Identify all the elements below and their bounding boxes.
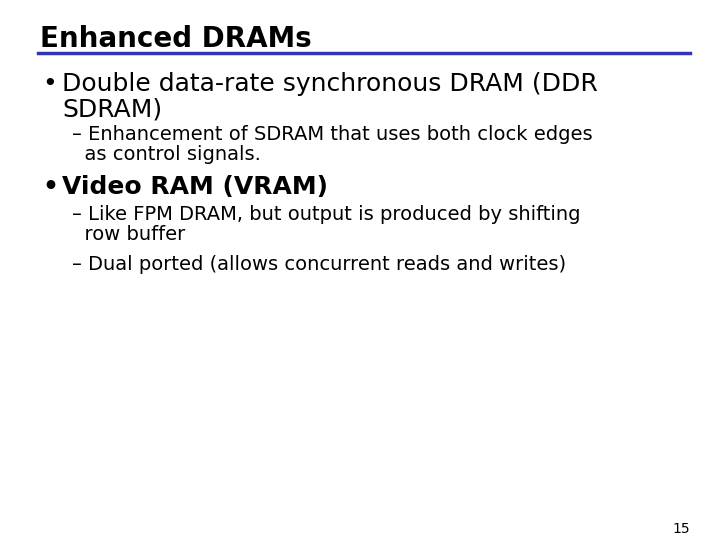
Text: •: •	[42, 72, 57, 96]
Text: – Dual ported (allows concurrent reads and writes): – Dual ported (allows concurrent reads a…	[72, 255, 566, 274]
Text: – Like FPM DRAM, but output is produced by shifting: – Like FPM DRAM, but output is produced …	[72, 205, 580, 224]
Text: •: •	[42, 175, 58, 199]
Text: as control signals.: as control signals.	[72, 145, 261, 164]
Text: – Enhancement of SDRAM that uses both clock edges: – Enhancement of SDRAM that uses both cl…	[72, 125, 593, 144]
Text: 15: 15	[672, 522, 690, 536]
Text: SDRAM): SDRAM)	[62, 97, 162, 121]
Text: Double data-rate synchronous DRAM (DDR: Double data-rate synchronous DRAM (DDR	[62, 72, 598, 96]
Text: Enhanced DRAMs: Enhanced DRAMs	[40, 25, 312, 53]
Text: Video RAM (VRAM): Video RAM (VRAM)	[62, 175, 328, 199]
Text: row buffer: row buffer	[72, 225, 185, 244]
